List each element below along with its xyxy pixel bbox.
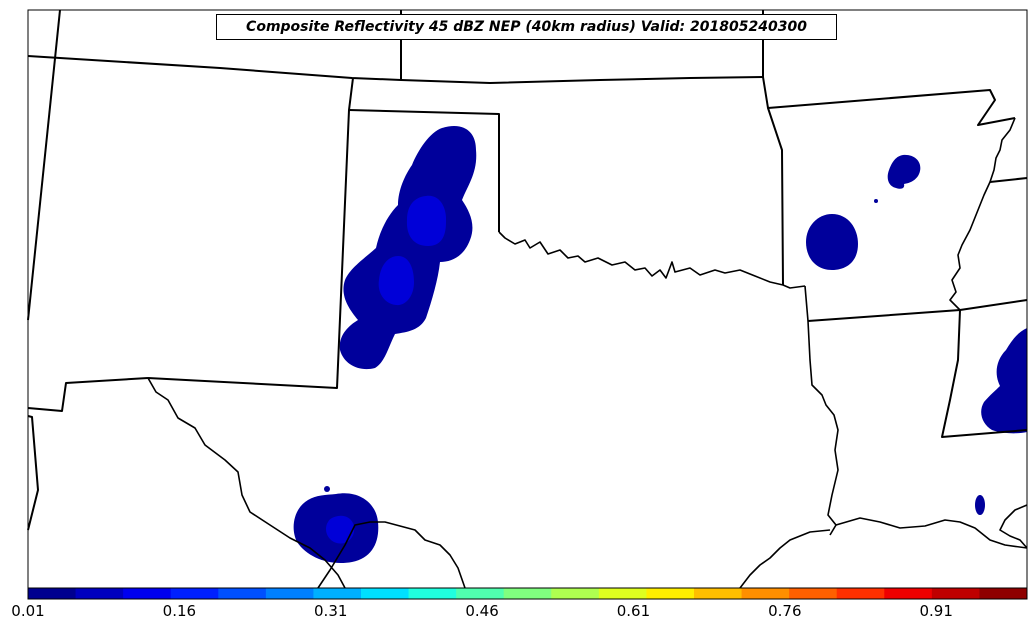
colorbar-segment <box>741 588 790 599</box>
colorbar-segment <box>789 588 838 599</box>
colorbar-frame <box>27 587 1028 600</box>
colorbar-tick-label: 0.01 <box>11 602 45 620</box>
colorbar-segment <box>265 588 314 599</box>
mx-coast <box>999 504 1028 549</box>
colorbar-segment <box>218 588 267 599</box>
ar-east-river <box>949 117 1016 311</box>
colorbar-segment <box>646 588 695 599</box>
tx-mexico-border <box>147 377 346 589</box>
tx-mexico-border-2 <box>317 521 466 589</box>
colorbar-segment <box>361 588 410 599</box>
colorbar-tick-label: 0.31 <box>314 602 348 620</box>
map-title: Composite Reflectivity 45 dBZ NEP (40km … <box>216 14 837 40</box>
colorbar-segment <box>408 588 457 599</box>
la-coast <box>835 517 1028 549</box>
state-boundaries <box>27 9 1028 531</box>
river-coast-borders <box>147 117 1028 589</box>
colorbar-segment <box>75 588 124 599</box>
map-background <box>28 10 1027 588</box>
colorbar-segment <box>694 588 743 599</box>
nm-inner-2 <box>378 256 414 306</box>
tx-inner <box>326 515 355 544</box>
colorbar-tick-label: 0.16 <box>162 602 197 620</box>
la-tx-river <box>804 285 839 536</box>
la-speck <box>975 495 985 515</box>
colorbar-segment <box>456 588 505 599</box>
colorbar-segment <box>551 588 600 599</box>
colorbar-segment <box>931 588 980 599</box>
colorbar-segment <box>836 588 885 599</box>
red-river <box>498 231 806 289</box>
colorbar-segment <box>28 588 77 599</box>
colorbar-segment <box>503 588 552 599</box>
colorbar-segment <box>979 588 1028 599</box>
colorbar-segment <box>598 588 647 599</box>
colorbar-segment <box>313 588 362 599</box>
nm-blob <box>339 126 477 370</box>
ar-blob-2 <box>887 154 921 189</box>
colorbar-tick-label: 0.76 <box>768 602 802 620</box>
colorbar-segment <box>884 588 933 599</box>
ms-blob <box>981 328 1027 434</box>
colorbar-tick-label: 0.61 <box>616 602 651 620</box>
colorbar-segment <box>170 588 219 599</box>
ar-blob-1 <box>806 214 858 270</box>
nm-inner-1 <box>406 195 447 246</box>
colorbar-tick-label: 0.91 <box>919 602 953 620</box>
probability-areas <box>293 126 1027 564</box>
colorbar-segment <box>123 588 172 599</box>
ar-speck <box>874 199 878 203</box>
colorbar-tick-label: 0.46 <box>465 602 499 620</box>
colorbar <box>28 588 1028 599</box>
tx-speck <box>324 486 330 492</box>
tx-coast <box>739 529 831 589</box>
